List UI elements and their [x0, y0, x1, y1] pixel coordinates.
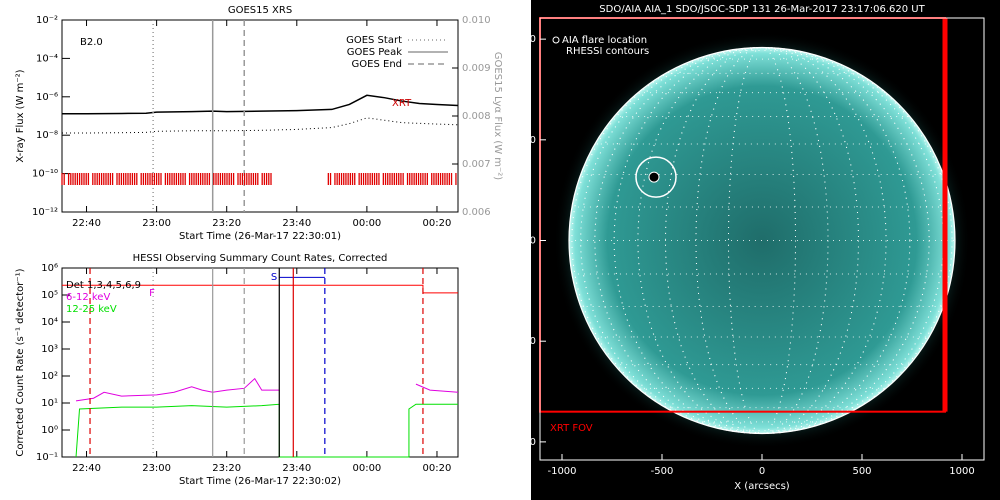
y-tick-label: 10⁻¹: [36, 452, 58, 463]
y-tick-label: 10⁻⁴: [36, 53, 58, 64]
y2-tick-label: 0.007: [462, 159, 491, 170]
xrt-label: XRT: [392, 98, 412, 109]
y-tick-label: -500: [513, 336, 536, 347]
y-tick-label: 10⁻²: [36, 15, 58, 26]
chart-title: SDO/AIA AIA_1 SDO/JSOC-SDP 131 26-Mar-20…: [599, 4, 925, 15]
plot-frame: [61, 267, 459, 458]
series-line: [75, 377, 280, 402]
series-line: [415, 383, 459, 393]
y-tick-label: 500: [517, 135, 536, 146]
x-tick-label: -500: [651, 466, 674, 477]
x-tick-label: -1000: [547, 466, 576, 477]
y-tick-label: 1000: [511, 34, 536, 45]
y2-tick-label: 0.006: [462, 207, 491, 218]
y2-tick-label: 0.010: [462, 15, 491, 26]
limb: [568, 46, 956, 435]
legend-label: RHESSI contours: [566, 46, 649, 57]
longitude-line: [727, 47, 797, 435]
y-tick-label: 10⁻¹⁰: [32, 169, 58, 180]
x-tick-label: 00:20: [423, 218, 452, 229]
x-tick-label: 23:20: [212, 218, 241, 229]
series-line: [62, 94, 459, 115]
chart-title: GOES15 XRS: [228, 5, 292, 16]
legend-label: GOES Start: [346, 35, 402, 46]
y-tick-label: 10⁻⁶: [36, 92, 58, 103]
x-axis-label: Start Time (26-Mar-17 22:30:01): [179, 231, 341, 242]
series-line: [75, 403, 458, 458]
flag-label: S: [271, 272, 277, 283]
legend-label: 6-12 keV: [66, 292, 110, 303]
legend-label: GOES Peak: [347, 47, 402, 58]
x-tick-label: 23:00: [142, 463, 171, 474]
class-label: B2.0: [80, 37, 103, 48]
x-tick-label: 23:40: [282, 463, 311, 474]
legend-label: GOES End: [352, 59, 402, 70]
longitude-line: [665, 47, 859, 435]
flare-location: [635, 156, 677, 198]
legend-label: 12-25 keV: [66, 304, 117, 315]
y-axis-label: X-ray Flux (W m⁻²): [15, 69, 26, 162]
x-tick-label: 22:40: [72, 218, 101, 229]
y2-tick-label: 0.008: [462, 111, 491, 122]
legend-label: AIA flare location: [562, 35, 647, 46]
x-tick-label: 22:40: [72, 463, 101, 474]
y-tick-label: 10⁻⁸: [36, 130, 58, 141]
x-tick-label: 00:20: [423, 463, 452, 474]
x-axis-label: Start Time (26-Mar-17 22:30:02): [179, 476, 341, 487]
y2-tick-label: 0.009: [462, 63, 491, 74]
x-tick-label: 00:00: [352, 218, 381, 229]
fov-label: XRT FOV: [550, 423, 593, 434]
xrt-observations: [61, 173, 272, 185]
y-tick-label: 10⁴: [41, 317, 58, 328]
legend-symbol: [552, 36, 560, 44]
x-tick-label: 00:00: [352, 463, 381, 474]
y2-axis-label: GOES15 Lyα Flux (W m⁻²): [492, 52, 503, 180]
y-tick-label: 10⁵: [41, 290, 58, 301]
y-axis-label: Corrected Count Rate (s⁻¹ detector⁻¹): [15, 268, 26, 456]
y-tick-label: 10⁶: [41, 263, 58, 274]
y-tick-label: 10⁻¹²: [32, 207, 58, 218]
x-axis-label: X (arcsecs): [734, 481, 790, 492]
xrt-observations: [327, 173, 457, 185]
x-tick-label: 23:00: [142, 218, 171, 229]
legend-title: Det 1,3,4,5,6,9: [66, 280, 141, 291]
y-tick-label: 10⁰: [41, 425, 58, 436]
y-tick-label: 10¹: [41, 398, 58, 409]
y-tick-label: 10²: [41, 371, 58, 382]
x-tick-label: 1000: [949, 466, 974, 477]
chart-title: HESSI Observing Summary Count Rates, Cor…: [133, 253, 388, 264]
y-tick-label: 10³: [41, 344, 58, 355]
x-tick-label: 0: [759, 466, 765, 477]
x-tick-label: 23:40: [282, 218, 311, 229]
y-tick-label: 0: [530, 236, 536, 247]
longitude-line: [695, 47, 829, 435]
longitude-line: [613, 47, 911, 435]
x-tick-label: 500: [852, 466, 871, 477]
y-tick-label: -1000: [507, 437, 536, 448]
flare-core: [648, 171, 660, 183]
x-tick-label: 23:20: [212, 463, 241, 474]
series-line: [62, 117, 459, 134]
flag-label: F: [149, 288, 155, 299]
